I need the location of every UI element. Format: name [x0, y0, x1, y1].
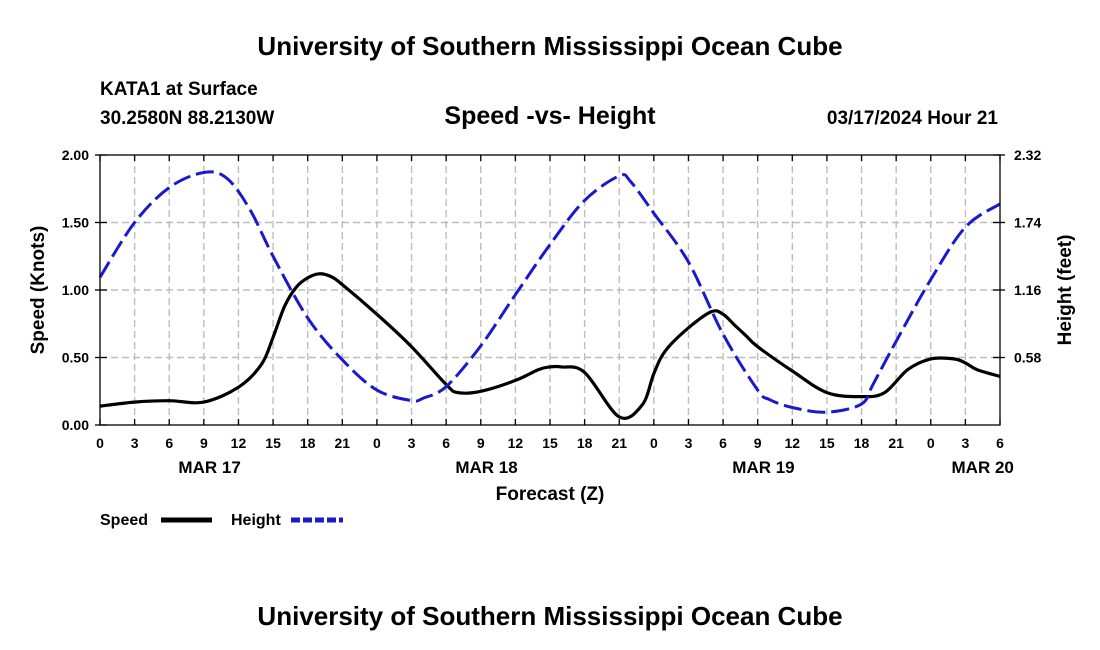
series-line-speed: [99, 272, 1001, 420]
legend-height-label: Height: [231, 512, 281, 529]
x-tick-label: 9: [477, 435, 485, 451]
top-title: University of Southern Mississippi Ocean…: [257, 31, 842, 61]
x-tick-label: 0: [650, 435, 658, 451]
series-line-height: [98, 170, 1001, 414]
x-tick-label: 3: [685, 435, 693, 451]
grid-layer: [100, 154, 1000, 425]
y2-axis-label: Height (feet): [1055, 235, 1076, 346]
y-tick-label: 2.00: [62, 147, 89, 163]
coords-label: 30.2580N 88.2130W: [100, 108, 274, 129]
x-tick-label: 6: [996, 435, 1004, 451]
legend: Speed Height: [100, 512, 343, 529]
y-axis-label: Speed (Knots): [28, 226, 49, 355]
x-tick-label: 0: [96, 435, 104, 451]
y-tick-label: 0.50: [62, 350, 89, 366]
x-tick-label: 3: [961, 435, 969, 451]
y-tick-label: 1.50: [62, 215, 89, 231]
x-tick-label: 15: [265, 435, 281, 451]
x-tick-label: 15: [542, 435, 558, 451]
y-tick-label: 0.00: [62, 417, 89, 433]
x-tick-label: 3: [131, 435, 139, 451]
x-tick-label: 3: [408, 435, 416, 451]
x-tick-label: 21: [888, 435, 904, 451]
datetime-label: 03/17/2024 Hour 21: [827, 108, 999, 129]
date-label: MAR 19: [732, 458, 794, 477]
y2-tick-label: 1.74: [1014, 215, 1041, 231]
x-tick-label: 18: [300, 435, 316, 451]
date-label: MAR 18: [455, 458, 517, 477]
x-tick-label: 6: [719, 435, 727, 451]
y2-tick-label: 1.16: [1014, 282, 1041, 298]
x-tick-label: 9: [200, 435, 208, 451]
x-axis-label: Forecast (Z): [496, 484, 605, 505]
plot-title: Speed -vs- Height: [444, 102, 656, 130]
x-tick-label: 18: [854, 435, 870, 451]
x-tick-label: 12: [508, 435, 524, 451]
x-tick-label: 18: [577, 435, 593, 451]
x-tick-label: 9: [754, 435, 762, 451]
station-label: KATA1 at Surface: [100, 79, 258, 100]
x-tick-label: 6: [442, 435, 450, 451]
date-label: MAR 20: [952, 458, 1014, 477]
x-tick-label: 0: [927, 435, 935, 451]
x-tick-label: 0: [373, 435, 381, 451]
date-label: MAR 17: [178, 458, 240, 477]
x-tick-label: 21: [611, 435, 627, 451]
y2-tick-label: 0.58: [1014, 350, 1041, 366]
x-tick-label: 6: [165, 435, 173, 451]
x-tick-label: 15: [819, 435, 835, 451]
series-layer: [98, 170, 1001, 420]
x-tick-label: 21: [335, 435, 351, 451]
y2-tick-label: 2.32: [1014, 147, 1041, 163]
x-tick-label: 12: [231, 435, 247, 451]
y-tick-label: 1.00: [62, 282, 89, 298]
x-tick-label: 12: [785, 435, 801, 451]
bottom-title: University of Southern Mississippi Ocean…: [257, 601, 842, 631]
legend-speed-label: Speed: [100, 512, 148, 529]
tick-layer: 0 3 6 9 12 15 18 21 0 3 6 9 12 15 18 21 0 3 6 9 12 15 18 21 0 3 6M…: [62, 147, 1042, 477]
